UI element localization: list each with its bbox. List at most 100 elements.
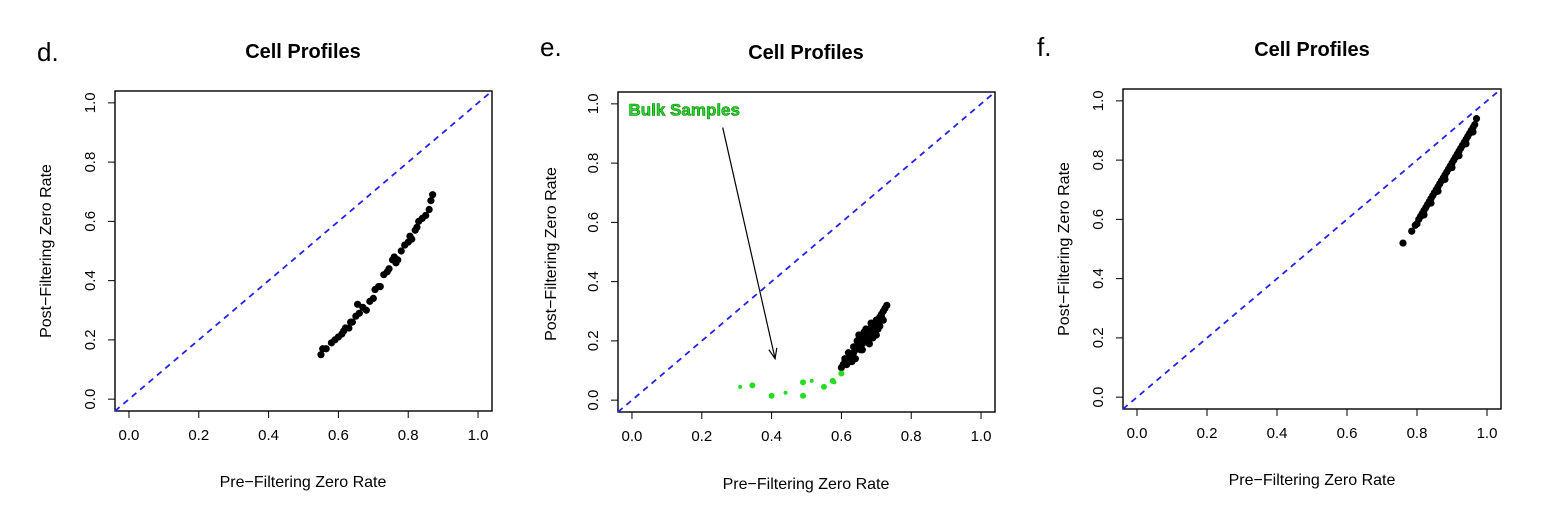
plot-frame <box>617 91 996 413</box>
y-tick-label: 0.6 <box>585 212 602 233</box>
data-point <box>800 379 807 386</box>
x-tick-label: 0.6 <box>1337 425 1358 442</box>
data-point <box>1448 163 1456 172</box>
data-point <box>883 301 891 309</box>
annotation-arrow-shaft <box>722 127 776 359</box>
data-point <box>1427 199 1435 207</box>
data-point <box>385 265 393 273</box>
y-tick-label: 0.8 <box>585 153 602 174</box>
data-point <box>1434 187 1442 195</box>
data-point <box>354 300 362 308</box>
y-tick-label: 0.0 <box>82 389 99 410</box>
data-point <box>820 383 827 390</box>
data-point <box>422 211 430 220</box>
x-tick-label: 0.8 <box>1407 425 1428 442</box>
chart-title: Cell Profiles <box>245 41 361 63</box>
panel-label: e. <box>540 32 562 62</box>
data-point <box>783 390 788 395</box>
data-point <box>869 334 877 342</box>
data-point <box>1462 140 1470 148</box>
data-point <box>394 256 402 264</box>
panel-d: d. Cell Profiles Pre−Filtering Zero Rate… <box>0 0 510 520</box>
plot-frame <box>114 90 493 412</box>
data-point <box>857 346 865 354</box>
x-tick-label: 0.4 <box>1267 425 1288 442</box>
chart-d: d. Cell Profiles Pre−Filtering Zero Rate… <box>37 37 493 491</box>
series-0 <box>1399 115 1481 247</box>
annotation-label: Bulk Samples <box>628 101 740 120</box>
x-tick-label: 1.0 <box>971 428 992 445</box>
panel-label: f. <box>1037 32 1051 62</box>
data-point <box>369 294 377 303</box>
y-tick-label: 0.6 <box>82 211 99 232</box>
data-point <box>1399 239 1407 247</box>
x-tick-label: 0.0 <box>622 428 643 445</box>
data-point <box>427 197 435 205</box>
y-tick-label: 0.8 <box>1090 150 1107 171</box>
y-axis-label: Post−Filtering Zero Rate <box>1056 162 1073 336</box>
chart-f: f. Cell Profiles Pre−Filtering Zero Rate… <box>1037 32 1502 489</box>
x-tick-label: 0.6 <box>328 427 349 444</box>
data-point <box>869 328 877 336</box>
x-tick-label: 0.2 <box>1197 425 1218 442</box>
y-tick-label: 1.0 <box>82 92 99 113</box>
y-tick-label: 0.6 <box>1090 209 1107 230</box>
y-tick-label: 0.0 <box>585 390 602 411</box>
reference-line <box>114 90 493 412</box>
data-point <box>850 343 858 351</box>
data-point <box>800 392 807 399</box>
x-tick-label: 0.6 <box>831 428 852 445</box>
x-tick-label: 0.8 <box>398 427 419 444</box>
panel-f: f. Cell Profiles Pre−Filtering Zero Rate… <box>1010 0 1530 520</box>
data-point <box>408 235 416 243</box>
plot-area: 0.0 0.2 0.4 0.6 0.8 1.0 0.0 0.2 0.4 0.6 0.8 1.0 Bulk… <box>585 91 996 445</box>
chart-title: Cell Profiles <box>748 42 864 64</box>
x-tick-label: 0.8 <box>901 428 922 445</box>
x-tick-label: 0.0 <box>1127 425 1148 442</box>
plot-area: 0.0 0.2 0.4 0.6 0.8 1.0 0.0 0.2 0.4 0.6 0.8 1.0 <box>1090 88 1502 442</box>
data-point <box>397 247 405 255</box>
data-point <box>832 380 837 385</box>
data-point <box>867 319 875 327</box>
x-tick-label: 0.4 <box>258 427 279 444</box>
data-point <box>749 382 756 389</box>
y-tick-label: 1.0 <box>585 93 602 114</box>
x-tick-label: 0.4 <box>761 428 782 445</box>
y-tick-label: 0.4 <box>82 270 99 291</box>
data-point <box>809 378 814 383</box>
series-0 <box>317 191 437 359</box>
data-point <box>858 340 866 348</box>
series-0 <box>837 301 891 372</box>
data-point <box>348 318 356 326</box>
plot-frame <box>1122 88 1502 410</box>
data-point <box>1471 120 1479 129</box>
data-point <box>322 345 330 353</box>
chart-e: e. Cell Profiles Pre−Filtering Zero Rate… <box>540 32 996 493</box>
panel-e: e. Cell Profiles Pre−Filtering Zero Rate… <box>503 0 1013 520</box>
x-tick-label: 0.2 <box>691 428 712 445</box>
data-point <box>844 349 852 357</box>
y-tick-label: 0.2 <box>1090 327 1107 348</box>
data-point <box>863 337 872 345</box>
data-point <box>1441 175 1449 183</box>
reference-line <box>617 91 996 413</box>
y-tick-label: 0.2 <box>82 329 99 350</box>
annotation-arrow-head <box>768 347 778 361</box>
y-tick-label: 0.4 <box>1090 268 1107 289</box>
x-tick-label: 1.0 <box>468 427 489 444</box>
y-tick-label: 0.0 <box>1090 387 1107 408</box>
series-1 <box>738 370 845 399</box>
y-tick-label: 0.2 <box>585 330 602 351</box>
y-tick-label: 1.0 <box>1090 90 1107 111</box>
x-tick-label: 1.0 <box>1477 425 1498 442</box>
data-point <box>738 384 743 389</box>
chart-title: Cell Profiles <box>1254 39 1370 61</box>
data-point <box>874 325 882 333</box>
data-point <box>413 223 421 231</box>
data-point <box>862 325 870 333</box>
data-point <box>355 309 363 317</box>
x-axis-label: Pre−Filtering Zero Rate <box>723 476 890 493</box>
data-point <box>855 331 863 339</box>
x-tick-label: 0.2 <box>188 427 209 444</box>
data-point <box>1469 128 1477 136</box>
